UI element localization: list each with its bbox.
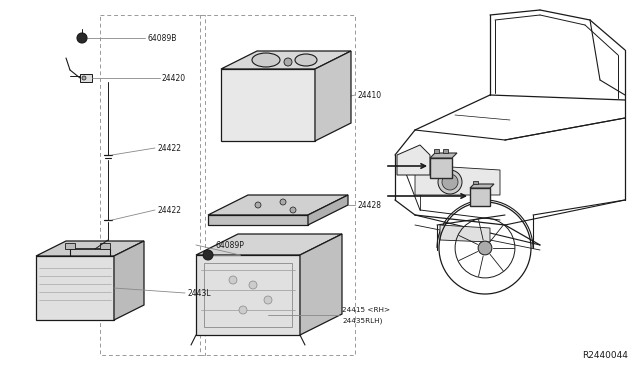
Circle shape: [255, 202, 261, 208]
Ellipse shape: [295, 54, 317, 66]
Polygon shape: [473, 181, 478, 184]
Polygon shape: [415, 165, 500, 195]
Polygon shape: [114, 241, 144, 320]
Bar: [200, 15, 355, 355]
Polygon shape: [36, 241, 144, 256]
Circle shape: [229, 276, 237, 284]
Bar: [100, 15, 205, 355]
Circle shape: [280, 199, 286, 205]
Polygon shape: [65, 243, 75, 249]
Circle shape: [77, 33, 87, 43]
Circle shape: [264, 296, 272, 304]
Circle shape: [478, 241, 492, 255]
Text: 24410: 24410: [357, 90, 381, 99]
Polygon shape: [430, 158, 452, 178]
Text: 64089P: 64089P: [215, 241, 244, 250]
Circle shape: [82, 76, 86, 80]
Circle shape: [284, 58, 292, 66]
Circle shape: [290, 207, 296, 213]
Polygon shape: [443, 149, 448, 153]
Text: 24415 <RH>: 24415 <RH>: [342, 307, 390, 313]
Polygon shape: [208, 195, 348, 215]
Polygon shape: [100, 243, 110, 249]
Polygon shape: [440, 225, 490, 242]
Circle shape: [239, 306, 247, 314]
Polygon shape: [221, 69, 315, 141]
Circle shape: [442, 174, 458, 190]
Ellipse shape: [252, 53, 280, 67]
Circle shape: [249, 281, 257, 289]
Polygon shape: [36, 256, 114, 320]
Text: 64089B: 64089B: [147, 33, 177, 42]
Polygon shape: [300, 234, 342, 335]
Polygon shape: [308, 195, 348, 225]
Text: R2440044: R2440044: [582, 351, 628, 360]
Text: 24422: 24422: [157, 144, 181, 153]
Polygon shape: [470, 184, 494, 188]
Polygon shape: [470, 188, 490, 206]
Polygon shape: [196, 234, 342, 255]
Circle shape: [438, 170, 462, 194]
Polygon shape: [208, 215, 308, 225]
Text: 24435RLH): 24435RLH): [342, 318, 382, 324]
Text: 2443L: 2443L: [187, 289, 211, 298]
Text: 24420: 24420: [162, 74, 186, 83]
Polygon shape: [434, 149, 439, 153]
Polygon shape: [80, 74, 92, 82]
Polygon shape: [430, 153, 457, 158]
Polygon shape: [315, 51, 351, 141]
Polygon shape: [196, 255, 300, 335]
Polygon shape: [397, 145, 430, 175]
Text: 24422: 24422: [157, 205, 181, 215]
Polygon shape: [221, 51, 351, 69]
Text: 24428: 24428: [357, 201, 381, 209]
Circle shape: [203, 250, 213, 260]
